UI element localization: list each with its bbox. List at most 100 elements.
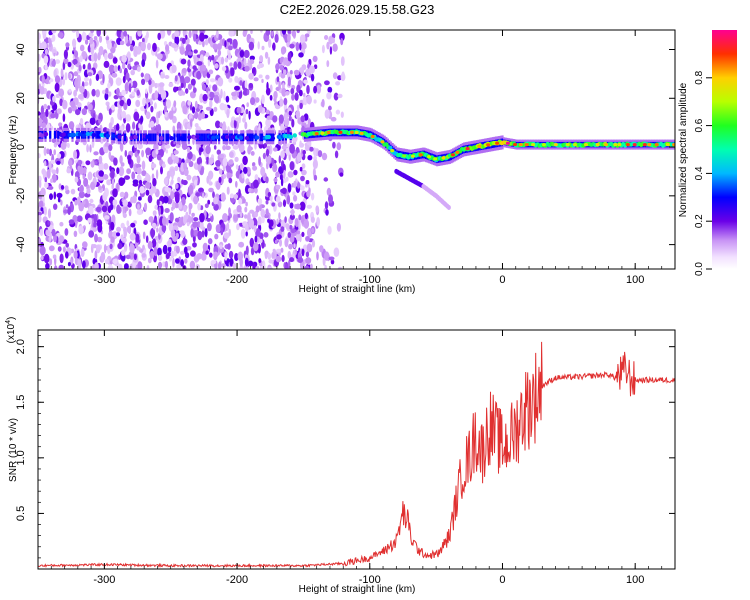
noise-speckle <box>303 79 308 84</box>
noise-speckle <box>122 75 126 84</box>
noise-speckle <box>267 266 273 269</box>
noise-speckle <box>56 192 63 198</box>
noise-speckle <box>287 183 292 193</box>
noise-speckle <box>130 265 134 269</box>
x-tick-label: -200 <box>226 274 248 286</box>
noise-speckle <box>224 40 227 48</box>
noise-speckle <box>94 233 98 243</box>
noise-speckle <box>86 144 89 153</box>
y-tick-label: 1.0 <box>15 450 27 465</box>
noise-speckle <box>224 251 228 261</box>
noise-speckle <box>154 90 159 100</box>
y-tick-label: 20 <box>15 92 27 104</box>
track-band <box>259 133 262 142</box>
noise-speckle <box>157 254 163 262</box>
noise-speckle <box>242 198 246 204</box>
noise-speckle <box>255 97 260 103</box>
noise-speckle <box>125 123 131 133</box>
track-peak <box>359 131 364 135</box>
noise-speckle <box>81 50 87 60</box>
noise-speckle <box>271 31 274 37</box>
noise-speckle <box>119 191 125 198</box>
track-peak <box>518 143 523 147</box>
noise-speckle <box>289 43 295 49</box>
noise-speckle <box>153 246 158 257</box>
noise-speckle <box>220 56 225 65</box>
noise-speckle <box>201 252 207 261</box>
noise-speckle <box>234 117 241 122</box>
noise-speckle <box>208 187 214 193</box>
noise-speckle <box>209 78 216 83</box>
noise-speckle <box>239 50 245 58</box>
noise-speckle <box>222 145 227 151</box>
noise-speckle <box>202 242 208 252</box>
noise-speckle <box>46 148 50 155</box>
noise-speckle <box>249 59 255 65</box>
noise-speckle <box>213 106 218 112</box>
noise-speckle <box>127 201 132 208</box>
noise-speckle <box>184 258 188 264</box>
noise-speckle <box>104 258 110 265</box>
noise-speckle <box>306 84 310 95</box>
noise-speckle <box>265 109 270 115</box>
track-core <box>61 132 67 137</box>
noise-speckle <box>155 169 159 180</box>
noise-speckle <box>148 216 154 223</box>
noise-speckle <box>209 252 213 258</box>
track-core <box>254 135 260 140</box>
noise-speckle <box>275 63 280 71</box>
noise-speckle <box>186 146 191 153</box>
noise-speckle <box>204 228 208 238</box>
noise-speckle <box>276 76 280 83</box>
noise-speckle <box>179 230 184 235</box>
noise-speckle <box>167 245 172 253</box>
noise-speckle <box>287 171 294 178</box>
noise-speckle <box>229 151 234 158</box>
noise-speckle <box>252 162 256 167</box>
noise-speckle <box>110 236 115 243</box>
noise-speckle <box>77 258 80 269</box>
noise-speckle <box>73 250 78 259</box>
noise-speckle <box>152 177 157 187</box>
noise-speckle <box>252 262 256 269</box>
track-peak <box>410 154 415 158</box>
noise-speckle <box>204 39 209 46</box>
noise-speckle <box>340 111 344 118</box>
noise-speckle <box>316 217 320 227</box>
noise-speckle <box>108 64 115 74</box>
noise-speckle <box>95 89 100 98</box>
noise-speckle <box>64 72 68 81</box>
noise-speckle <box>136 167 142 175</box>
noise-speckle <box>278 72 281 77</box>
noise-speckle <box>38 238 41 246</box>
noise-speckle <box>238 188 241 198</box>
noise-speckle <box>116 232 120 237</box>
noise-speckle <box>147 241 153 250</box>
noise-speckle <box>51 228 56 237</box>
noise-speckle <box>56 160 61 165</box>
noise-speckle <box>62 78 66 86</box>
track-peak <box>647 143 652 147</box>
noise-speckle <box>67 61 72 68</box>
noise-speckle <box>38 111 41 116</box>
noise-speckle <box>269 111 274 119</box>
noise-speckle <box>305 180 310 185</box>
noise-speckle <box>237 251 244 262</box>
noise-speckle <box>244 214 248 219</box>
noise-speckle <box>197 112 203 121</box>
noise-speckle <box>150 227 156 238</box>
noise-speckle <box>176 264 182 269</box>
track-core <box>111 134 116 139</box>
noise-speckle <box>58 122 63 127</box>
track-peak <box>642 143 647 147</box>
noise-speckle <box>219 122 223 128</box>
noise-speckle <box>174 30 180 37</box>
noise-speckle <box>88 230 95 238</box>
noise-speckle <box>301 248 305 257</box>
noise-speckle <box>196 253 203 260</box>
noise-speckle <box>68 121 75 130</box>
noise-speckle <box>253 223 257 233</box>
noise-speckle <box>168 82 174 88</box>
noise-speckle <box>299 142 305 148</box>
noise-speckle <box>98 118 102 124</box>
